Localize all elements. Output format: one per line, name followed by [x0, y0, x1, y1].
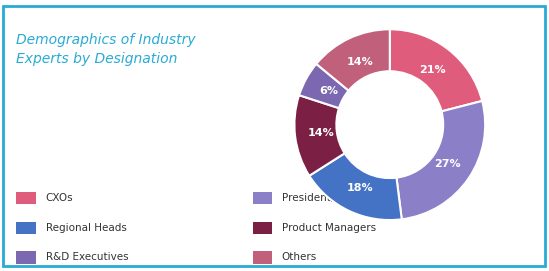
Text: 14%: 14%	[307, 128, 334, 138]
FancyBboxPatch shape	[16, 221, 36, 234]
Text: R&D Executives: R&D Executives	[46, 253, 128, 262]
Text: 14%: 14%	[347, 57, 373, 67]
FancyBboxPatch shape	[16, 192, 36, 204]
Text: Others: Others	[282, 253, 317, 262]
FancyBboxPatch shape	[253, 192, 272, 204]
Wedge shape	[316, 29, 390, 91]
Text: Regional Heads: Regional Heads	[46, 223, 126, 233]
Text: Product Managers: Product Managers	[282, 223, 376, 233]
Wedge shape	[299, 64, 349, 108]
Text: 18%: 18%	[347, 183, 373, 193]
Wedge shape	[396, 101, 485, 219]
FancyBboxPatch shape	[253, 251, 272, 263]
Text: 21%: 21%	[419, 65, 446, 75]
Text: President/Vice Presidents: President/Vice Presidents	[282, 193, 413, 203]
Text: 6%: 6%	[320, 86, 338, 96]
Wedge shape	[309, 153, 402, 220]
FancyBboxPatch shape	[16, 251, 36, 263]
Text: Demographics of Industry
Experts by Designation: Demographics of Industry Experts by Desi…	[16, 33, 196, 66]
Wedge shape	[390, 29, 482, 111]
Wedge shape	[294, 95, 345, 176]
Text: CXOs: CXOs	[46, 193, 73, 203]
Text: 27%: 27%	[434, 159, 461, 169]
FancyBboxPatch shape	[253, 221, 272, 234]
